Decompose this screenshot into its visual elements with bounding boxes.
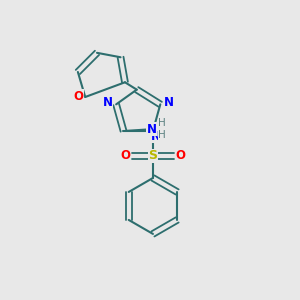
- Text: O: O: [120, 149, 130, 162]
- Text: N: N: [151, 130, 161, 143]
- Text: N: N: [164, 95, 174, 109]
- Text: N: N: [146, 123, 157, 136]
- Text: O: O: [176, 149, 186, 162]
- Text: N: N: [103, 95, 113, 109]
- Text: O: O: [74, 90, 84, 103]
- Text: S: S: [148, 149, 158, 162]
- Text: H: H: [158, 130, 166, 140]
- Text: H: H: [158, 118, 166, 128]
